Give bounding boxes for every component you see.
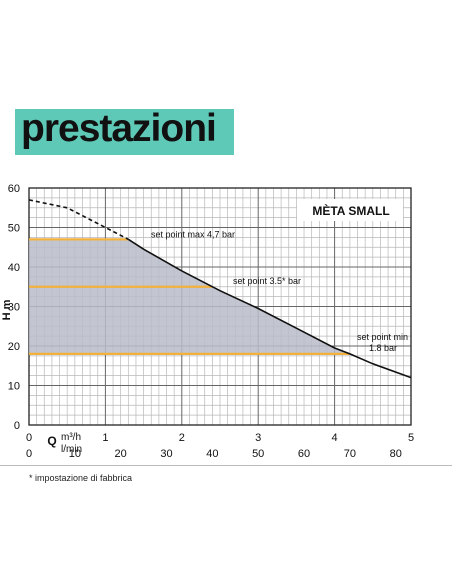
y-tick-label: 10 bbox=[8, 381, 20, 393]
x2-tick-label: 20 bbox=[115, 448, 127, 460]
footer-divider bbox=[0, 465, 452, 466]
x-tick-label: 5 bbox=[408, 432, 414, 444]
set-point-label-min: set point min bbox=[357, 332, 408, 342]
page-title: prestazioni bbox=[21, 107, 217, 150]
x2-tick-label: 70 bbox=[344, 448, 356, 460]
header-banner: prestazioni bbox=[15, 107, 234, 155]
x-tick-label: 1 bbox=[102, 432, 108, 444]
x-tick-label: 0 bbox=[26, 432, 32, 444]
x-tick-label: 3 bbox=[255, 432, 261, 444]
y-axis-title: H m bbox=[1, 299, 13, 320]
x2-tick-label: 50 bbox=[252, 448, 264, 460]
x-tick-label: 2 bbox=[179, 432, 185, 444]
x-axis-title: Q bbox=[47, 434, 56, 448]
x2-tick-label: 0 bbox=[26, 448, 32, 460]
pump-curve-solid bbox=[127, 238, 412, 379]
footnote: * impostazione di fabbrica bbox=[29, 473, 133, 483]
x-tick-label: 4 bbox=[332, 432, 338, 444]
chart-curve-layer bbox=[28, 199, 412, 379]
y-tick-label: 40 bbox=[8, 262, 20, 274]
chart-title: MÈTA SMALL bbox=[312, 203, 389, 218]
x2-tick-label: 40 bbox=[206, 448, 218, 460]
set-point-label-min-value: 1.8 bar bbox=[369, 343, 397, 353]
set-point-label-max: set point max 4,7 bar bbox=[151, 229, 235, 239]
operating-area bbox=[29, 239, 350, 354]
chart-title-box bbox=[297, 199, 403, 221]
y-tick-label: 0 bbox=[14, 420, 20, 432]
set-point-label-35: set point 3.5* bar bbox=[233, 276, 301, 286]
x2-tick-label: 80 bbox=[390, 448, 402, 460]
x2-tick-label: 60 bbox=[298, 448, 310, 460]
x2-tick-label: 10 bbox=[69, 448, 81, 460]
x-axis-unit-secondary: l/min bbox=[61, 444, 82, 455]
y-tick-label: 20 bbox=[8, 341, 20, 353]
pump-curve-dashed bbox=[28, 199, 129, 241]
x-axis-unit-primary: m³/h bbox=[61, 432, 81, 443]
x2-tick-label: 30 bbox=[160, 448, 172, 460]
chart-area-layer bbox=[29, 238, 350, 355]
y-tick-label: 60 bbox=[8, 183, 20, 195]
y-tick-label: 30 bbox=[8, 302, 20, 314]
y-tick-label: 50 bbox=[8, 223, 20, 235]
